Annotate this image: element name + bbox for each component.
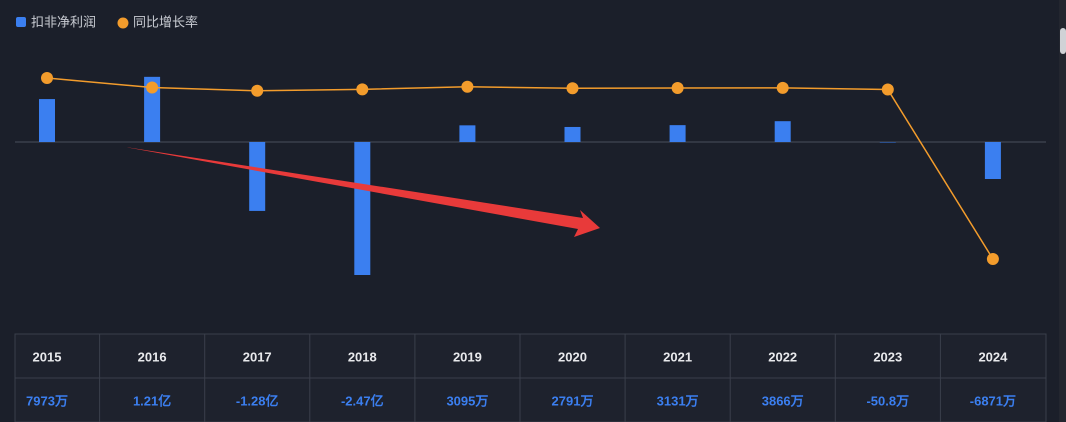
bar: [39, 99, 55, 142]
legend-swatch: [117, 17, 129, 29]
bar: [249, 142, 266, 211]
line-point: [671, 82, 684, 95]
bar: [774, 121, 791, 142]
bar: [144, 76, 161, 142]
table-value: -1.28亿: [236, 393, 279, 408]
marks: [39, 72, 1001, 275]
table-year: 2023: [873, 349, 902, 364]
table-year: 2024: [978, 349, 1008, 364]
table-year: 2017: [243, 349, 272, 364]
bar: [984, 142, 1001, 179]
legend-label[interactable]: 同比增长率: [133, 14, 198, 29]
table-value: -2.47亿: [341, 393, 384, 408]
table-year: 2015: [33, 349, 62, 364]
table-year: 2021: [663, 349, 692, 364]
bar: [459, 125, 476, 142]
table-cells: 2015 2016 2017 2018 2019 2020 2021 2022 2023 2024…: [26, 334, 1016, 422]
bar: [354, 142, 371, 275]
table-value: 3131万: [657, 393, 699, 408]
scrollbar-thumb[interactable]: [1060, 28, 1066, 54]
line: [46, 77, 994, 260]
table-year: 2019: [453, 349, 482, 364]
table-year: 2020: [558, 349, 587, 364]
line-point: [566, 82, 579, 95]
line-point: [41, 72, 53, 84]
legend-label[interactable]: 扣非净利润: [31, 14, 96, 29]
table-year: 2018: [348, 349, 377, 364]
table-value: -6871万: [970, 393, 1016, 408]
table-value: -50.8万: [866, 393, 909, 408]
line-point: [251, 84, 264, 97]
line-point: [776, 81, 789, 94]
table-year: 2016: [138, 349, 167, 364]
bar: [564, 126, 581, 142]
line-point: [986, 253, 999, 265]
bar: [669, 125, 686, 142]
legend-swatch: [16, 17, 26, 27]
table-value: 3095万: [446, 393, 488, 408]
table-year: 2022: [768, 349, 797, 364]
line-point: [146, 81, 159, 94]
scrollbar-track: [1059, 0, 1066, 422]
line-point: [461, 80, 474, 93]
table-value: 7973万: [26, 393, 68, 408]
line-point: [356, 83, 369, 96]
table-value: 2791万: [552, 393, 594, 408]
table-value: 3866万: [762, 393, 804, 408]
bar: [879, 142, 896, 143]
table-value: 1.21亿: [133, 393, 171, 408]
line-point: [881, 83, 894, 96]
